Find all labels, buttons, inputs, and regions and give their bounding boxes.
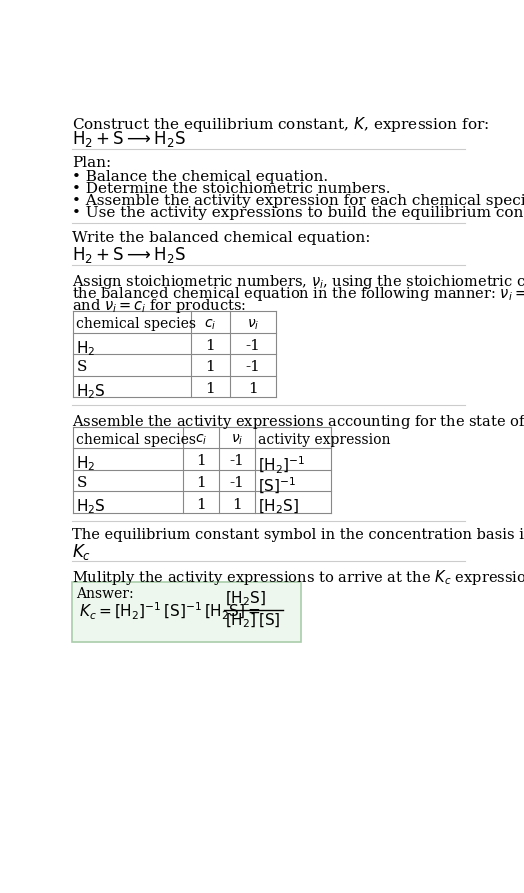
Text: and $\nu_i = c_i$ for products:: and $\nu_i = c_i$ for products:	[72, 297, 246, 315]
Text: the balanced chemical equation in the following manner: $\nu_i = -c_i$ for react: the balanced chemical equation in the fo…	[72, 285, 524, 303]
Text: $K_c = [\mathrm{H_2}]^{-1}\,[\mathrm{S}]^{-1}\,[\mathrm{H_2S}] = $: $K_c = [\mathrm{H_2}]^{-1}\,[\mathrm{S}]…	[80, 601, 261, 622]
Text: -1: -1	[246, 361, 260, 374]
Text: $K_c$: $K_c$	[72, 542, 91, 563]
Text: 1: 1	[205, 361, 215, 374]
Text: $[\mathrm{H_2S}]$: $[\mathrm{H_2S}]$	[258, 497, 299, 516]
Text: Mulitply the activity expressions to arrive at the $K_c$ expression:: Mulitply the activity expressions to arr…	[72, 568, 524, 588]
Text: $[\mathrm{H_2S}]$: $[\mathrm{H_2S}]$	[225, 590, 266, 608]
Text: $\mathrm{H_2}$: $\mathrm{H_2}$	[77, 339, 96, 357]
Text: $\nu_i$: $\nu_i$	[231, 433, 243, 447]
Text: -1: -1	[246, 339, 260, 353]
Text: Construct the equilibrium constant, $K$, expression for:: Construct the equilibrium constant, $K$,…	[72, 115, 489, 134]
Text: Assign stoichiometric numbers, $\nu_i$, using the stoichiometric coefficients, $: Assign stoichiometric numbers, $\nu_i$, …	[72, 272, 524, 291]
Text: • Use the activity expressions to build the equilibrium constant expression.: • Use the activity expressions to build …	[72, 206, 524, 221]
Text: $\mathrm{H_2 + S \longrightarrow H_2S}$: $\mathrm{H_2 + S \longrightarrow H_2S}$	[72, 245, 185, 265]
Text: $\nu_i$: $\nu_i$	[247, 317, 259, 332]
Text: S: S	[77, 476, 87, 490]
Text: Assemble the activity expressions accounting for the state of matter and $\nu_i$: Assemble the activity expressions accoun…	[72, 413, 524, 430]
Text: The equilibrium constant symbol in the concentration basis is:: The equilibrium constant symbol in the c…	[72, 529, 524, 542]
Text: $[\mathrm{H_2}]\,[\mathrm{S}]$: $[\mathrm{H_2}]\,[\mathrm{S}]$	[225, 612, 281, 630]
Text: • Assemble the activity expression for each chemical species.: • Assemble the activity expression for e…	[72, 194, 524, 208]
Text: 1: 1	[196, 476, 206, 490]
Text: • Balance the chemical equation.: • Balance the chemical equation.	[72, 170, 328, 184]
Text: $c_i$: $c_i$	[204, 317, 216, 332]
Text: 1: 1	[205, 382, 215, 396]
Text: 1: 1	[205, 339, 215, 353]
Text: S: S	[77, 361, 87, 374]
Text: -1: -1	[230, 476, 244, 490]
Text: $[\mathrm{H_2}]^{-1}$: $[\mathrm{H_2}]^{-1}$	[258, 455, 305, 476]
Text: -1: -1	[230, 455, 244, 469]
Text: Answer:: Answer:	[77, 587, 134, 601]
Text: $\mathrm{H_2 + S \longrightarrow H_2S}$: $\mathrm{H_2 + S \longrightarrow H_2S}$	[72, 129, 185, 149]
Text: 1: 1	[196, 455, 206, 469]
Text: Write the balanced chemical equation:: Write the balanced chemical equation:	[72, 231, 370, 246]
Text: 1: 1	[232, 497, 242, 512]
Text: $[\mathrm{S}]^{-1}$: $[\mathrm{S}]^{-1}$	[258, 476, 296, 497]
Text: 1: 1	[248, 382, 258, 396]
Text: Plan:: Plan:	[72, 156, 111, 171]
Text: $\mathrm{H_2S}$: $\mathrm{H_2S}$	[77, 497, 106, 516]
Text: $\mathrm{H_2S}$: $\mathrm{H_2S}$	[77, 382, 106, 401]
Text: activity expression: activity expression	[258, 433, 390, 446]
Text: • Determine the stoichiometric numbers.: • Determine the stoichiometric numbers.	[72, 182, 390, 196]
Text: chemical species: chemical species	[77, 433, 196, 446]
Text: $c_i$: $c_i$	[195, 433, 208, 447]
FancyBboxPatch shape	[72, 582, 301, 642]
Text: chemical species: chemical species	[77, 317, 196, 331]
Text: $\mathrm{H_2}$: $\mathrm{H_2}$	[77, 455, 96, 473]
Text: 1: 1	[196, 497, 206, 512]
